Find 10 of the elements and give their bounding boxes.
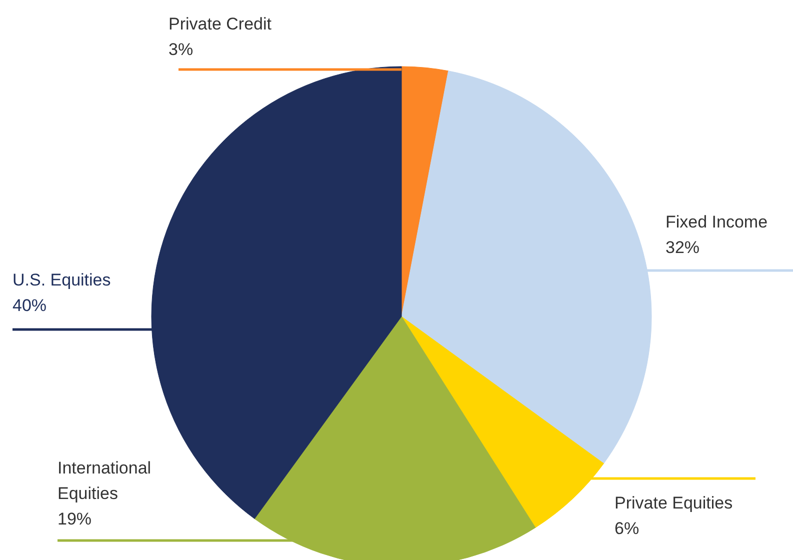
slice-label: International Equities <box>58 458 152 503</box>
slice-label: Fixed Income <box>666 212 768 232</box>
slice-label: Private Equities <box>614 494 733 512</box>
data-label: 32% <box>666 238 700 257</box>
data-label: 19% <box>58 510 92 528</box>
data-label: 40% <box>12 296 47 315</box>
data-label: 3% <box>168 40 194 59</box>
slice-label: U.S. Equities <box>12 270 111 290</box>
slice-label: Private Credit <box>168 14 272 34</box>
data-label: 6% <box>614 519 640 538</box>
